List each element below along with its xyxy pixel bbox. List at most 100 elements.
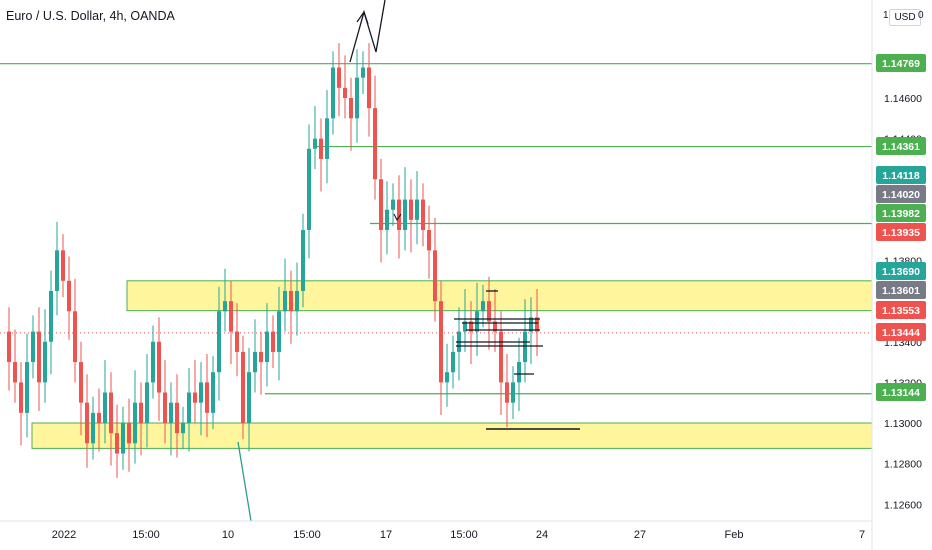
trend-line: [237, 441, 252, 522]
candle-body: [49, 290, 53, 342]
candle-body: [253, 351, 257, 373]
x-tick-label: 27: [634, 529, 646, 541]
price-label-tag: [876, 185, 926, 203]
x-tick-label: 15:00: [293, 529, 321, 541]
candle-body: [25, 362, 29, 413]
candle-body: [523, 331, 527, 363]
candle-body: [217, 311, 221, 373]
candle-body: [301, 230, 305, 291]
candle-body: [439, 301, 443, 383]
candle-body: [349, 98, 353, 119]
candle-body: [211, 372, 215, 413]
support-resistance-zone: [126, 280, 873, 312]
candle-body: [205, 382, 209, 413]
price-label-tag: [876, 166, 926, 184]
candle-body: [451, 351, 455, 373]
price-label-text: 1.14020: [882, 189, 920, 201]
price-label-tag: [876, 301, 926, 319]
candle-body: [433, 250, 437, 302]
price-label-text: 1.13144: [882, 387, 920, 399]
candle-body: [379, 179, 383, 231]
candle-body: [247, 372, 251, 423]
candle-body: [385, 209, 389, 231]
price-label-tag: [876, 223, 926, 241]
price-label-text: 1.13690: [882, 266, 920, 278]
candle-body: [187, 392, 191, 423]
price-label-text: 1.13935: [882, 227, 920, 239]
x-tick-label: 15:00: [450, 529, 478, 541]
candle-body: [199, 382, 203, 403]
candle-body: [331, 67, 335, 119]
candle-body: [373, 108, 377, 180]
candle-body: [37, 331, 41, 383]
candle-body: [343, 87, 347, 98]
price-label-text: 1.14118: [882, 170, 920, 182]
y-tick-label: 1.12600: [884, 499, 922, 511]
price-label-tag: [876, 137, 926, 155]
candle-body: [265, 331, 269, 363]
price-label-text: 1.14769: [882, 58, 920, 70]
candle-body: [169, 402, 173, 423]
candle-body: [79, 362, 83, 403]
candle-body: [73, 311, 77, 363]
candle-body: [31, 331, 35, 363]
candle-body: [499, 331, 503, 383]
price-label-text: 1.14361: [882, 141, 920, 153]
candle-body: [175, 402, 179, 434]
candle-body: [229, 301, 233, 332]
candle-body: [361, 67, 365, 78]
chart-title: Euro / U.S. Dollar, 4h, OANDA: [6, 9, 175, 23]
candle-body: [445, 372, 449, 383]
x-tick-label: 7: [859, 529, 865, 541]
down-arrow: [393, 213, 402, 222]
candle-body: [529, 317, 533, 332]
candle-body: [397, 199, 401, 231]
candle-body: [271, 331, 275, 352]
candle-body: [367, 67, 371, 109]
x-tick-label: 17: [380, 529, 392, 541]
candle-body: [355, 77, 359, 119]
candle-body: [115, 433, 119, 454]
currency-button[interactable]: USD: [889, 9, 921, 26]
y-tick-label: 1.12800: [884, 459, 922, 471]
candle-body: [85, 402, 89, 444]
x-tick-label: 24: [536, 529, 548, 541]
candle-body: [463, 321, 467, 332]
candle-body: [415, 199, 419, 220]
candle-body: [289, 290, 293, 312]
candle-body: [337, 67, 341, 88]
price-label-tag: [876, 383, 926, 401]
candle-body: [43, 341, 47, 383]
candle-body: [127, 423, 131, 444]
price-label-text: 1.13444: [882, 327, 920, 339]
candle-body: [151, 341, 155, 383]
candle-body: [277, 311, 281, 352]
candle-body: [505, 382, 509, 403]
candle-body: [67, 280, 71, 312]
candle-body: [157, 341, 161, 393]
candle-body: [223, 301, 227, 312]
price-label-tag: [876, 262, 926, 280]
candle-body: [181, 423, 185, 434]
candle-body: [55, 250, 59, 291]
candle-body: [307, 148, 311, 231]
candle-body: [163, 392, 167, 423]
price-label-tag: [876, 281, 926, 299]
candle-body: [475, 311, 479, 332]
candle-body: [109, 392, 113, 434]
x-tick-label: 2022: [52, 529, 76, 541]
arrow-head: [356, 10, 369, 25]
candle-body: [403, 199, 407, 231]
candle-body: [241, 351, 245, 423]
candle-body: [97, 412, 101, 423]
candle-body: [427, 230, 431, 251]
candle-body: [103, 392, 107, 423]
candle-body: [469, 321, 473, 332]
candle-body: [535, 317, 539, 332]
candle-body: [13, 362, 17, 383]
price-label-text: 1.13601: [882, 285, 920, 297]
x-tick-label: 15:00: [132, 529, 160, 541]
x-tick-label: 10: [222, 529, 234, 541]
candle-body: [325, 118, 329, 159]
